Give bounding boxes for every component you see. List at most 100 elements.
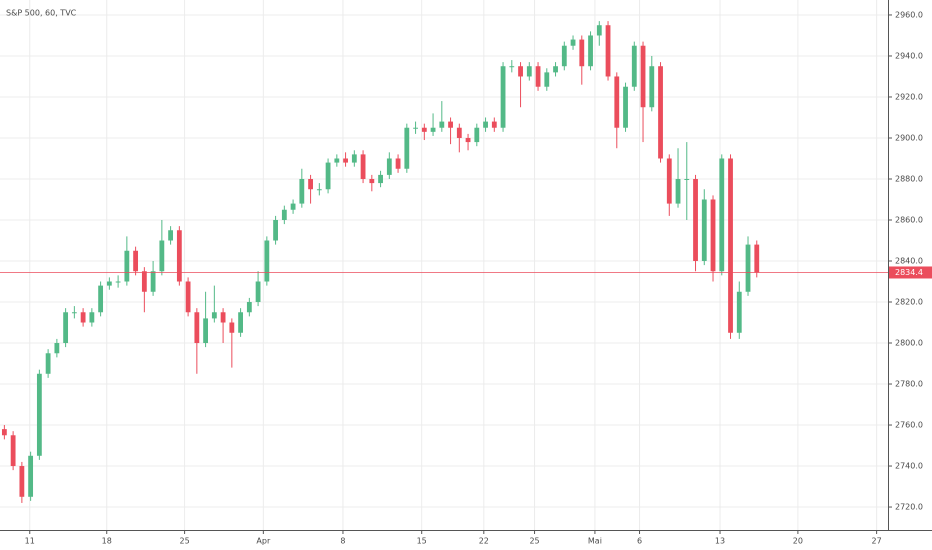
candle-body bbox=[693, 178, 698, 262]
y-tick-label: 2800.0 bbox=[895, 339, 923, 348]
candle-body bbox=[544, 72, 550, 87]
x-tick-label: 18 bbox=[102, 537, 112, 546]
candle-body bbox=[570, 39, 576, 46]
chart-title: S&P 500, 60, TVC bbox=[6, 9, 77, 18]
candle-body bbox=[115, 281, 121, 283]
x-tick-label: 25 bbox=[180, 537, 190, 546]
y-tick-label: 2940.0 bbox=[895, 51, 923, 60]
candle-body bbox=[80, 312, 86, 323]
candle-body bbox=[596, 25, 602, 36]
candle-body bbox=[238, 312, 243, 333]
x-tick-label: 6 bbox=[637, 537, 642, 546]
candle-body bbox=[754, 244, 760, 273]
candle-body bbox=[10, 435, 16, 467]
candle-body bbox=[141, 271, 147, 292]
x-tick-label: 8 bbox=[340, 537, 345, 546]
x-tick-label: 20 bbox=[793, 537, 803, 546]
candle-body bbox=[579, 39, 585, 67]
candle-body bbox=[465, 137, 471, 143]
candle-body bbox=[658, 66, 663, 159]
last-price-box bbox=[889, 266, 932, 279]
x-tick-label: 11 bbox=[25, 537, 35, 546]
candle-body bbox=[1, 429, 7, 436]
candle-body bbox=[89, 312, 95, 323]
candle-body bbox=[273, 219, 278, 241]
candle-body bbox=[666, 158, 672, 204]
candle-body bbox=[719, 158, 725, 272]
candle-body bbox=[605, 25, 611, 77]
y-tick-label: 2760.0 bbox=[895, 421, 923, 430]
candle-body bbox=[675, 178, 681, 204]
candle-body bbox=[588, 35, 593, 67]
candle-body bbox=[150, 271, 156, 292]
candle-body bbox=[203, 318, 209, 344]
candle-body bbox=[133, 250, 139, 272]
last-price-label: 2834.4 bbox=[895, 268, 923, 277]
candle-body bbox=[325, 162, 331, 190]
candle-body bbox=[395, 158, 401, 169]
candle-body bbox=[334, 158, 340, 163]
candle-body bbox=[211, 312, 217, 319]
y-tick-label: 2820.0 bbox=[895, 298, 923, 307]
candle-body bbox=[360, 154, 366, 179]
candle-body bbox=[246, 302, 252, 313]
candle-body bbox=[63, 312, 69, 344]
x-tick-label: 15 bbox=[417, 537, 427, 546]
candle-body bbox=[176, 230, 182, 282]
candle-body bbox=[535, 66, 541, 87]
candle-body bbox=[448, 121, 453, 128]
candle-body bbox=[98, 285, 104, 313]
candle-body bbox=[623, 86, 628, 128]
candle-body bbox=[124, 250, 130, 282]
x-tick-label: 27 bbox=[872, 537, 882, 546]
x-tick-label: 25 bbox=[529, 537, 539, 546]
candle-body bbox=[36, 373, 42, 456]
candle-body bbox=[28, 455, 34, 497]
candle-body bbox=[474, 127, 480, 143]
y-tick-label: 2860.0 bbox=[895, 215, 923, 224]
candle-body bbox=[351, 154, 357, 163]
y-tick-label: 2780.0 bbox=[895, 380, 923, 389]
candle-body bbox=[736, 291, 742, 333]
y-tick-label: 2740.0 bbox=[895, 462, 923, 471]
y-tick-label: 2900.0 bbox=[895, 133, 923, 142]
candle-body bbox=[45, 353, 51, 374]
candle-body bbox=[413, 127, 418, 129]
candle-body bbox=[290, 203, 296, 210]
candle-body bbox=[439, 121, 445, 128]
candle-body bbox=[614, 76, 620, 128]
candle-body bbox=[168, 230, 174, 241]
candle-body bbox=[255, 281, 261, 303]
candle-body bbox=[229, 322, 235, 333]
candle-body bbox=[710, 199, 716, 272]
candle-body bbox=[491, 121, 497, 128]
candle-body bbox=[316, 189, 322, 191]
candle-body bbox=[500, 66, 506, 128]
candle-body bbox=[308, 178, 313, 190]
candle-body bbox=[640, 45, 646, 108]
x-tick-label: 22 bbox=[479, 537, 489, 546]
candle-body bbox=[378, 174, 383, 184]
x-tick-label: 13 bbox=[715, 537, 725, 546]
y-tick-label: 2920.0 bbox=[895, 92, 923, 101]
y-tick-label: 2720.0 bbox=[895, 503, 923, 512]
candle-body bbox=[404, 127, 410, 169]
y-tick-label: 2840.0 bbox=[895, 257, 923, 266]
x-tick-label: Apr bbox=[256, 537, 271, 546]
candle-body bbox=[159, 240, 165, 272]
candle-body bbox=[684, 178, 690, 180]
candle-body bbox=[281, 209, 287, 220]
candle-body bbox=[509, 66, 515, 68]
candle-body bbox=[430, 127, 436, 132]
candle-body bbox=[526, 66, 532, 77]
candle-body bbox=[220, 312, 226, 323]
candle-body bbox=[185, 281, 191, 313]
candle-body bbox=[71, 312, 77, 314]
y-tick-label: 2960.0 bbox=[895, 10, 923, 19]
candle-body bbox=[54, 343, 60, 354]
candle-body bbox=[343, 158, 348, 163]
candle-body bbox=[369, 178, 375, 184]
candle-body bbox=[456, 127, 462, 138]
